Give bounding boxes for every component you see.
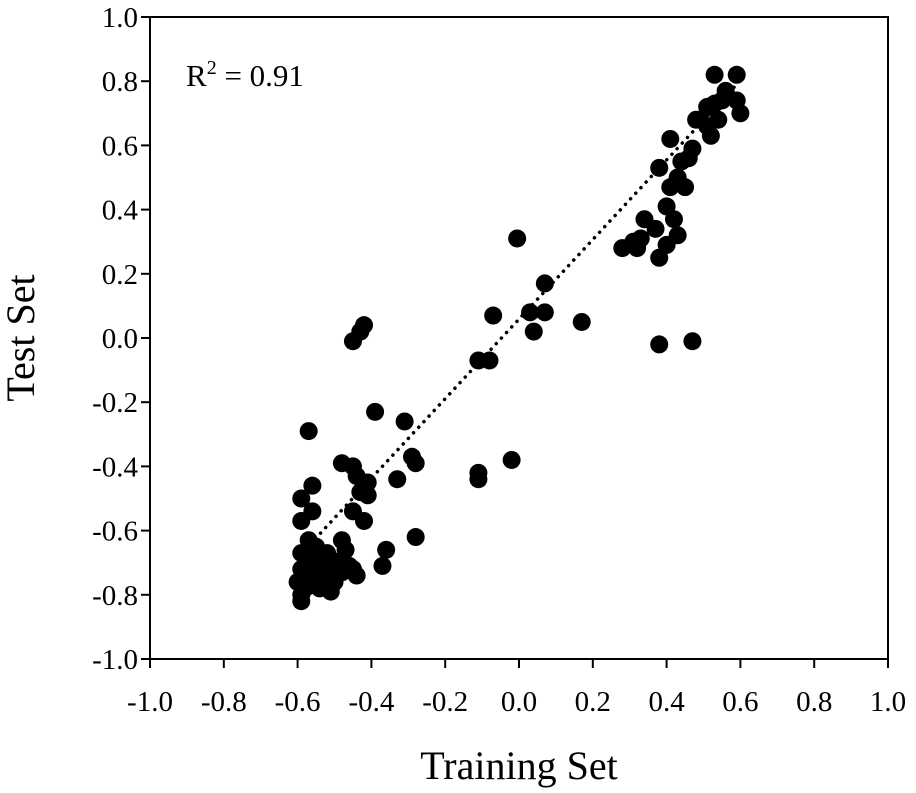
x-tick-label: 0.0 (501, 686, 537, 718)
data-point (469, 470, 488, 489)
x-tick-label: 0.4 (648, 686, 685, 718)
data-point (292, 592, 311, 611)
plot-border (149, 16, 889, 660)
data-point (524, 322, 543, 341)
y-tick-label: 0.4 (102, 195, 139, 227)
data-point (303, 476, 322, 495)
data-point (502, 450, 521, 469)
y-axis: -1.0 -0.8 -0.6 -0.4 -0.2 0.0 0.2 0.4 0.6 0.8 1.0 (92, 2, 150, 676)
y-tick-label: -1.0 (92, 644, 138, 676)
data-point (613, 239, 632, 258)
trendline (303, 82, 739, 552)
data-point (701, 126, 720, 145)
data-point (480, 351, 499, 370)
r-squared-annotation: R2 = 0.91 (186, 57, 304, 93)
data-point (661, 178, 680, 197)
r-squared-value: = 0.91 (217, 58, 304, 93)
data-point (731, 104, 750, 123)
data-point (299, 422, 318, 441)
data-point (377, 540, 396, 559)
data-point (676, 178, 695, 197)
data-point (650, 158, 669, 177)
data-point (406, 528, 425, 547)
y-tick-label: 0.2 (102, 259, 138, 291)
data-point (406, 454, 425, 473)
data-point (712, 91, 731, 110)
y-tick-label: 1.0 (102, 2, 138, 34)
data-point (535, 303, 554, 322)
data-point (705, 65, 724, 84)
x-tick-label: -0.8 (201, 686, 247, 718)
data-point (343, 560, 362, 579)
data-point (661, 129, 680, 148)
data-point (508, 229, 527, 248)
data-point (650, 248, 669, 267)
data-point (709, 110, 728, 129)
data-point (687, 110, 706, 129)
x-tick-label: 1.0 (870, 686, 906, 718)
y-axis-title: Test Set (0, 274, 43, 401)
data-point (292, 511, 311, 530)
y-tick-label: -0.8 (92, 580, 138, 612)
data-point (628, 239, 647, 258)
x-tick-label: 0.8 (796, 686, 832, 718)
data-point (355, 511, 374, 530)
data-point (343, 332, 362, 351)
y-tick-label: 0.8 (102, 66, 138, 98)
plot-frame (149, 16, 889, 660)
data-point (535, 274, 554, 293)
data-point (373, 556, 392, 575)
x-axis: -1.0 -0.8 -0.6 -0.4 -0.2 0.0 0.2 0.4 0.6 0.8 1.0 (127, 659, 906, 718)
y-tick-label: 0.6 (102, 130, 138, 162)
x-tick-label: -1.0 (127, 686, 173, 718)
x-tick-label: 0.6 (722, 686, 758, 718)
data-point (358, 486, 377, 505)
y-tick-label: -0.4 (92, 451, 138, 483)
data-point (683, 332, 702, 351)
data-point (727, 65, 746, 84)
data-point (572, 312, 591, 331)
data-point (646, 219, 665, 238)
y-tick-label: 0.0 (102, 323, 138, 355)
y-tick-label: -0.2 (92, 387, 138, 419)
data-point (672, 152, 691, 171)
data-point (325, 572, 344, 591)
trendline-layer (303, 82, 739, 552)
data-point (388, 470, 407, 489)
data-point (366, 402, 385, 421)
x-tick-label: -0.4 (348, 686, 394, 718)
y-tick-label: -0.6 (92, 516, 138, 548)
x-axis-title: Training Set (420, 743, 617, 788)
data-point (650, 335, 669, 354)
x-tick-label: 0.2 (575, 686, 611, 718)
points-layer (288, 65, 750, 611)
r-squared-prefix: R (186, 58, 207, 93)
data-point (292, 489, 311, 508)
x-tick-label: -0.6 (275, 686, 321, 718)
data-point (521, 303, 540, 322)
r-squared-superscript: 2 (207, 57, 217, 79)
data-point (664, 210, 683, 229)
x-tick-label: -0.2 (422, 686, 468, 718)
data-point (395, 412, 414, 431)
data-point (484, 306, 503, 325)
